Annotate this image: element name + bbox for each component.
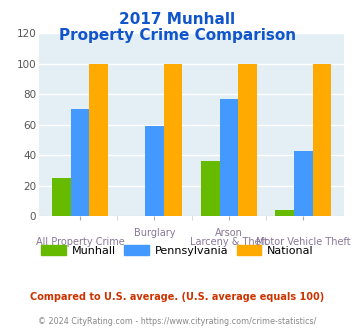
Text: Compared to U.S. average. (U.S. average equals 100): Compared to U.S. average. (U.S. average … — [31, 292, 324, 302]
Bar — [89, 63, 108, 216]
Bar — [275, 210, 294, 216]
Bar — [71, 109, 89, 216]
Bar — [220, 99, 238, 216]
Bar — [294, 150, 313, 216]
Text: Motor Vehicle Theft: Motor Vehicle Theft — [256, 237, 351, 247]
Bar — [145, 126, 164, 216]
Text: Arson: Arson — [215, 228, 243, 238]
Bar — [238, 63, 257, 216]
Text: Property Crime Comparison: Property Crime Comparison — [59, 28, 296, 43]
Text: Burglary: Burglary — [134, 228, 175, 238]
Bar — [164, 63, 182, 216]
Legend: Munhall, Pennsylvania, National: Munhall, Pennsylvania, National — [37, 241, 318, 260]
Text: All Property Crime: All Property Crime — [36, 237, 124, 247]
Text: © 2024 CityRating.com - https://www.cityrating.com/crime-statistics/: © 2024 CityRating.com - https://www.city… — [38, 317, 317, 326]
Text: 2017 Munhall: 2017 Munhall — [119, 12, 236, 26]
Bar — [313, 63, 331, 216]
Bar — [201, 161, 220, 216]
Text: Larceny & Theft: Larceny & Theft — [190, 237, 268, 247]
Bar — [52, 178, 71, 216]
